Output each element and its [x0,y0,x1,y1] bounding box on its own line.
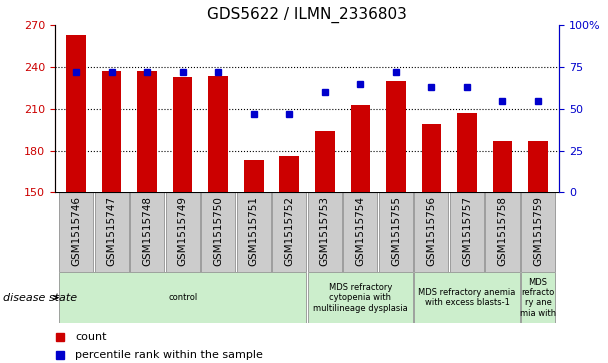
Bar [457,113,477,192]
Bar [351,105,370,192]
Bar [59,192,93,272]
Text: MDS
refracto
ry ane
mia with: MDS refracto ry ane mia with [520,278,556,318]
Bar [165,192,199,272]
Text: control: control [168,293,197,302]
Bar [173,77,192,192]
Text: disease state: disease state [3,293,77,303]
Bar [280,156,299,192]
Text: GSM1515756: GSM1515756 [426,196,437,266]
Title: GDS5622 / ILMN_2336803: GDS5622 / ILMN_2336803 [207,7,407,23]
Bar [386,81,406,192]
Text: GSM1515750: GSM1515750 [213,196,223,266]
Text: GSM1515749: GSM1515749 [178,196,188,266]
Bar [485,192,520,272]
Text: GSM1515748: GSM1515748 [142,196,152,266]
Text: GSM1515747: GSM1515747 [106,196,117,266]
Bar [308,272,413,323]
Bar [244,160,263,192]
Text: GSM1515757: GSM1515757 [462,196,472,266]
Bar [344,192,378,272]
Bar [272,192,306,272]
Bar [102,72,122,192]
Bar [379,192,413,272]
Text: GSM1515755: GSM1515755 [391,196,401,266]
Bar [137,72,157,192]
Bar [422,124,441,192]
Text: GSM1515759: GSM1515759 [533,196,543,266]
Text: GSM1515753: GSM1515753 [320,196,330,266]
Text: count: count [75,332,106,342]
Bar [415,192,449,272]
Text: GSM1515751: GSM1515751 [249,196,259,266]
Bar [315,131,334,192]
Bar [528,141,548,192]
Text: GSM1515752: GSM1515752 [285,196,294,266]
Text: percentile rank within the sample: percentile rank within the sample [75,350,263,360]
Bar [201,192,235,272]
Bar [209,76,228,192]
Bar [521,192,555,272]
Bar [308,192,342,272]
Bar [59,272,306,323]
Bar [492,141,513,192]
Bar [521,272,555,323]
Text: MDS refractory
cytopenia with
multilineage dysplasia: MDS refractory cytopenia with multilinea… [313,283,408,313]
Bar [94,192,129,272]
Text: GSM1515758: GSM1515758 [497,196,508,266]
Bar [66,35,86,192]
Bar [130,192,164,272]
Bar [450,192,484,272]
Bar [237,192,271,272]
Text: GSM1515754: GSM1515754 [355,196,365,266]
Bar [415,272,520,323]
Text: GSM1515746: GSM1515746 [71,196,81,266]
Text: MDS refractory anemia
with excess blasts-1: MDS refractory anemia with excess blasts… [418,288,516,307]
